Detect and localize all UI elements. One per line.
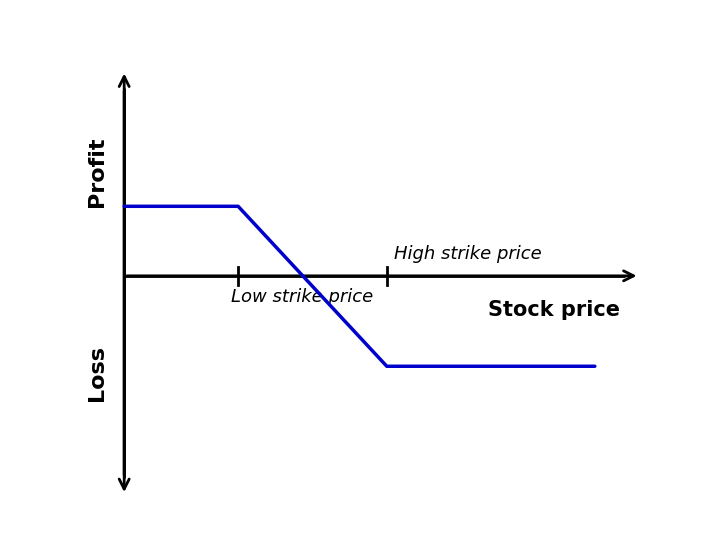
Text: Stock price: Stock price xyxy=(488,300,619,320)
Text: Low strike price: Low strike price xyxy=(231,288,373,306)
Text: Loss: Loss xyxy=(87,345,107,401)
Text: Profit: Profit xyxy=(87,136,107,207)
Text: High strike price: High strike price xyxy=(395,245,542,263)
